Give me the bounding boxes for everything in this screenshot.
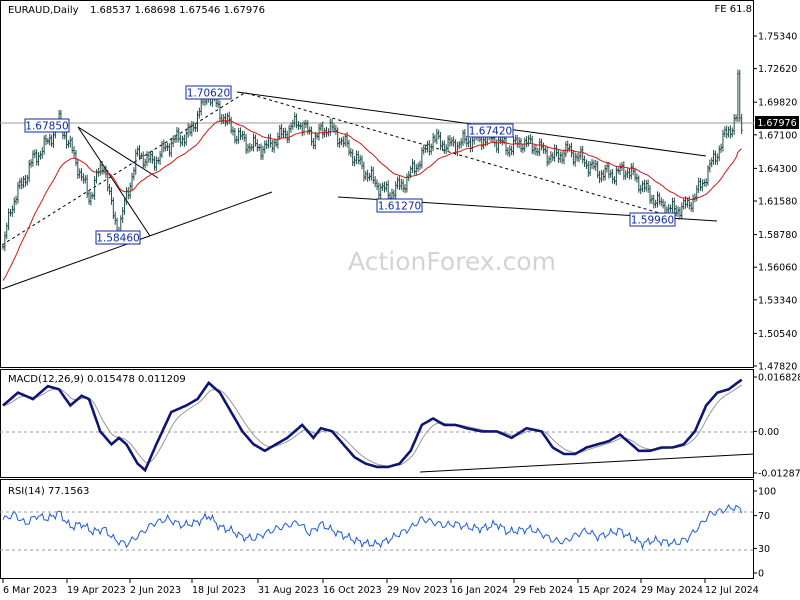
x-tick-label: 15 Apr 2024 [578,585,637,596]
y-tick-label: 1.72620 [758,64,797,75]
y-tick-label: 1.67100 [758,130,797,141]
annotation-5: 1.67420 [467,123,514,138]
ema-line [2,119,742,281]
x-tick-label: 6 Mar 2023 [3,585,57,596]
time-x-axis: 6 Mar 2023 19 Apr 2023 2 Jun 2023 18 Jul 20… [2,579,759,596]
macd-label: MACD(12,26,9) 0.015478 0.011209 [8,374,186,385]
macd-signal-line [2,384,742,467]
rsi-tick-label: 70 [758,511,770,522]
y-tick-label: 1.64300 [758,164,797,175]
annotation-4: 1.61270 [376,198,423,213]
svg-text:1.67850: 1.67850 [25,121,68,133]
annotation-6: 1.59960 [629,212,676,227]
y-tick-label: 1.56060 [758,263,797,274]
y-tick-label: 1.61580 [758,197,797,208]
channel-line-lower [77,126,151,237]
last-price-tag: 1.67976 [755,116,799,129]
dashed-uptrend [1,91,247,246]
price-pane [0,0,754,368]
annotation-2: 1.70620 [185,85,232,100]
rsi-tick-label: 0 [758,569,764,580]
svg-text:1.70620: 1.70620 [187,88,230,100]
x-tick-label: 18 Jul 2023 [192,585,246,596]
x-tick-label: 29 May 2024 [641,585,703,596]
rsi-line [2,503,743,550]
watermark: ActionForex.com [348,247,556,276]
price-bars [1,69,743,252]
symbol-header: EURAUD,Daily [8,5,79,16]
rsi-y-axis: 100 70 30 0 [754,487,776,580]
annotation-3: 1.58460 [95,230,141,245]
ohlc-header: 1.68537 1.68698 1.67546 1.67976 [90,5,265,16]
y-tick-label: 1.75340 [758,32,797,43]
rsi-tick-label: 30 [758,544,770,555]
macd-pane [0,369,754,478]
y-tick-label: 1.50540 [758,329,797,340]
x-tick-label: 2 Jun 2023 [130,585,181,596]
macd-trendline [419,453,755,473]
channel-line-upper [77,126,159,179]
macd-tick-label: -0.012875 [758,469,800,480]
svg-text:1.67976: 1.67976 [757,118,796,129]
svg-text:1.58460: 1.58460 [96,233,139,245]
y-tick-label: 1.47820 [758,362,797,373]
rsi-pane [0,479,754,579]
price-y-axis: 1.75340 1.72620 1.69820 1.67100 1.64300 1.615… [754,32,797,373]
svg-text:1.59960: 1.59960 [631,215,674,227]
macd-tick-label: 0.00 [758,427,779,438]
y-tick-label: 1.53340 [758,295,797,306]
svg-text:1.67420: 1.67420 [469,126,512,138]
svg-text:1.61270: 1.61270 [378,201,421,213]
macd-y-axis: 0.016828 0.00 -0.012875 [754,373,800,480]
x-tick-label: 29 Nov 2023 [387,585,448,596]
y-tick-label: 1.58780 [758,230,797,241]
fe-label: FE 61.8 [714,4,752,15]
x-tick-label: 29 Feb 2024 [514,585,573,596]
rsi-tick-label: 100 [758,487,776,498]
ohlc-bar [740,114,743,135]
x-tick-label: 16 Jan 2024 [451,585,508,596]
x-tick-label: 12 Jul 2024 [705,585,759,596]
x-tick-label: 31 Aug 2023 [258,585,319,596]
macd-line [2,378,743,473]
macd-tick-label: 0.016828 [758,373,800,384]
annotation-1: 1.67850 [24,118,70,133]
x-tick-label: 16 Oct 2023 [323,585,382,596]
x-tick-label: 19 Apr 2023 [67,585,126,596]
rsi-label: RSI(14) 77.1563 [8,486,89,497]
y-tick-label: 1.69820 [758,98,797,109]
